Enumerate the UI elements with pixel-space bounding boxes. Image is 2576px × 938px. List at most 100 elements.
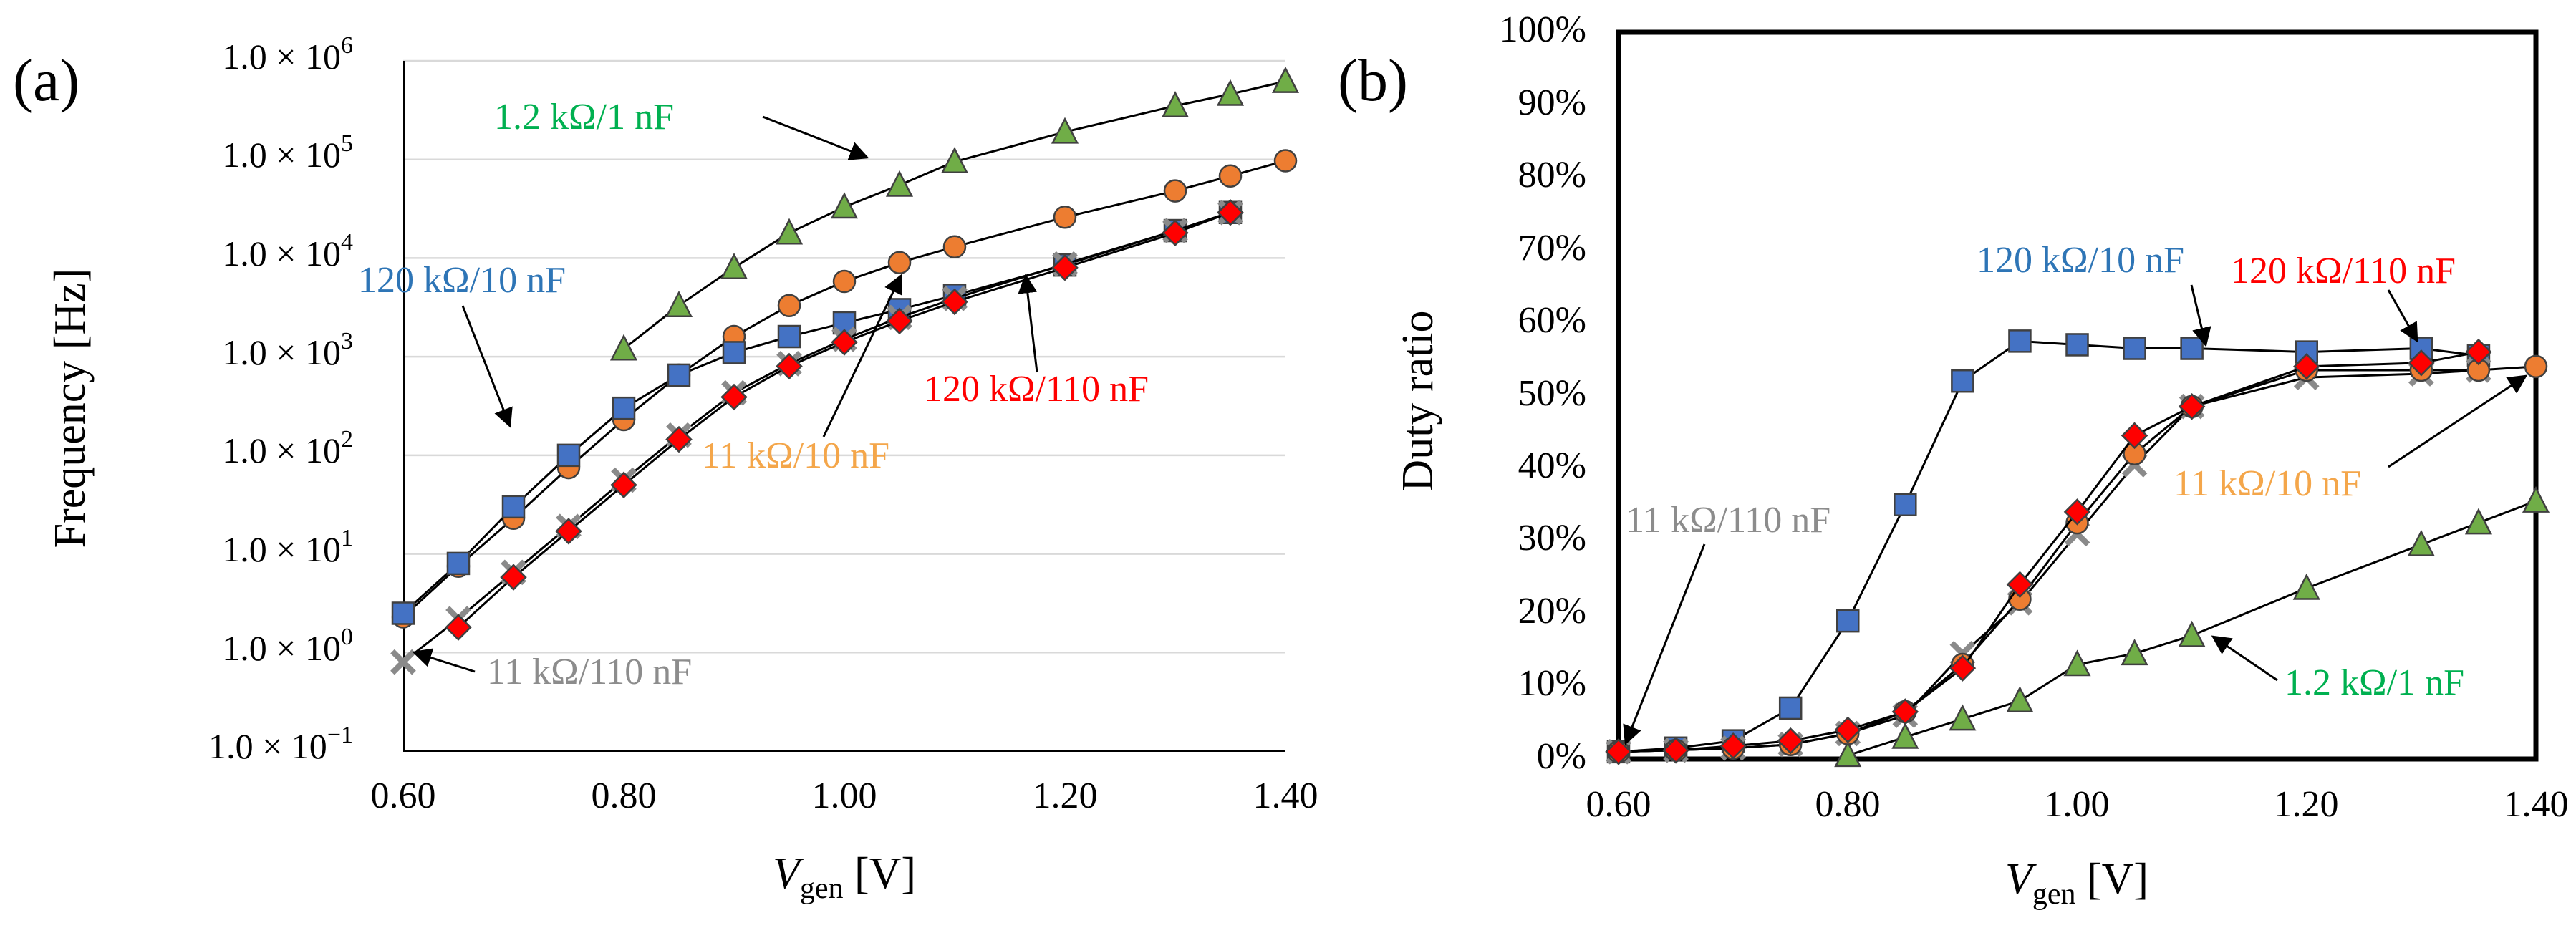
data-point xyxy=(1163,179,1187,203)
data-point xyxy=(2295,340,2318,364)
data-point xyxy=(2178,620,2206,647)
data-point xyxy=(2465,338,2492,366)
data-point xyxy=(1834,716,1862,744)
a-y-tick-label: 1.0 × 106 xyxy=(222,32,353,77)
data-point xyxy=(722,341,746,364)
b-y-tick-label: 80% xyxy=(1518,155,1586,195)
a-annotation-11k-10n: 11 kΩ/10 nF xyxy=(702,435,889,476)
data-point xyxy=(612,396,636,420)
a-y-axis-title: Frequency [Hz] xyxy=(46,269,95,548)
data-point xyxy=(501,495,526,519)
b-annotations: 120 kΩ/10 nF 120 kΩ/110 nF 11 kΩ/10 nF 1… xyxy=(1623,240,2528,745)
a-x-tick-label: 1.20 xyxy=(1033,775,1098,816)
data-point xyxy=(2180,337,2204,360)
b-x-tick-label: 0.80 xyxy=(1815,784,1881,825)
data-point xyxy=(1777,727,1804,755)
a-x-tick-label: 0.60 xyxy=(371,775,436,816)
data-point xyxy=(941,288,968,316)
data-point xyxy=(2123,337,2146,360)
a-y-tick-label: 1.0 × 103 xyxy=(222,328,353,372)
data-point xyxy=(720,253,748,280)
b-x-axis-title: Vgen [V] xyxy=(2005,855,2148,911)
data-point xyxy=(1778,696,1803,720)
series-120-k-110-nf xyxy=(445,198,1244,641)
b-annotation-arrow xyxy=(1623,543,1706,745)
data-point xyxy=(2121,639,2148,666)
a-y-tick-label: 1.0 × 100 xyxy=(222,624,353,668)
data-point xyxy=(665,291,693,317)
data-point xyxy=(1662,737,1689,764)
data-point xyxy=(1836,609,1860,633)
data-point xyxy=(720,383,748,411)
data-point xyxy=(1719,732,1747,760)
b-plot-area xyxy=(1616,29,2539,762)
data-point xyxy=(609,334,638,361)
data-point xyxy=(1218,164,1243,188)
b-y-tick-labels: 0% 10% 20% 30% 40% 50% 60% 70% 80% 90% 1… xyxy=(1500,9,1586,777)
data-point xyxy=(942,235,967,258)
a-y-tick-label: 1.0 × 10−1 xyxy=(208,722,353,766)
data-point xyxy=(885,170,914,197)
a-annotation-arrow xyxy=(822,274,902,437)
a-y-tick-label: 1.0 × 104 xyxy=(222,229,353,274)
data-point xyxy=(1273,149,1298,173)
a-x-tick-labels: 0.60 0.80 1.00 1.20 1.40 xyxy=(371,775,1318,816)
a-x-tick-label: 0.80 xyxy=(592,775,657,816)
data-point xyxy=(2522,485,2550,513)
data-point xyxy=(1053,206,1077,229)
data-point xyxy=(2008,329,2032,353)
data-point xyxy=(667,363,691,387)
data-point xyxy=(2178,392,2206,420)
b-y-tick-label: 90% xyxy=(1518,82,1586,123)
data-point xyxy=(1051,117,1079,144)
data-point xyxy=(1834,740,1862,768)
data-point xyxy=(446,551,471,576)
data-point xyxy=(1949,704,1977,731)
data-point xyxy=(556,443,581,468)
b-y-tick-label: 40% xyxy=(1518,445,1586,486)
b-x-tick-label: 0.60 xyxy=(1586,784,1651,825)
b-y-tick-label: 10% xyxy=(1518,663,1586,704)
data-point xyxy=(391,601,415,625)
b-annotation-1.2k-1n: 1.2 kΩ/1 nF xyxy=(2285,662,2464,703)
a-x-tick-label: 1.00 xyxy=(812,775,877,816)
data-point xyxy=(2464,508,2492,535)
data-point xyxy=(1891,722,1919,749)
a-annotation-120k-110n: 120 kΩ/110 nF xyxy=(924,369,1149,410)
data-point xyxy=(2006,686,2034,713)
panel-label-b: (b) xyxy=(1338,47,1408,114)
series-1.2-k-1-nf xyxy=(609,66,1300,361)
data-point xyxy=(610,471,637,499)
series-line xyxy=(402,160,1286,618)
a-annotation-arrow xyxy=(461,305,513,428)
series-11-k-10-nf xyxy=(391,149,1298,629)
b-y-axis-title: Duty ratio xyxy=(1394,310,1442,491)
b-y-tick-label: 20% xyxy=(1518,591,1586,632)
a-x-tick-label: 1.40 xyxy=(1253,775,1318,816)
data-point xyxy=(2407,529,2435,556)
data-point xyxy=(1891,698,1919,725)
b-annotation-11k-110n: 11 kΩ/110 nF xyxy=(1626,500,1830,541)
data-point-stroke xyxy=(390,649,416,675)
panel-b: (b) 0% 10% 20% 30% 40% 50% 60% 70% 80% 9… xyxy=(1338,9,2569,911)
a-plot-area xyxy=(403,61,405,752)
data-point xyxy=(2063,649,2091,677)
b-x-tick-labels: 0.60 0.80 1.00 1.20 1.40 xyxy=(1586,784,2569,825)
b-annotation-arrow xyxy=(2190,284,2211,347)
b-x-tick-label: 1.20 xyxy=(2274,784,2339,825)
a-annotation-11k-110n: 11 kΩ/110 nF xyxy=(487,652,692,692)
b-y-tick-label: 100% xyxy=(1500,9,1586,50)
data-point xyxy=(1051,254,1079,281)
data-point xyxy=(2292,573,2320,600)
data-point xyxy=(1216,79,1245,106)
data-point xyxy=(832,269,857,294)
b-annotation-120k-10n: 120 kΩ/10 nF xyxy=(1977,240,2184,281)
a-y-tick-labels: 1.0 × 10−1 1.0 × 100 1.0 × 101 1.0 × 102… xyxy=(208,32,353,766)
b-annotation-120k-110n: 120 kΩ/110 nF xyxy=(2231,251,2456,291)
data-point xyxy=(1162,219,1189,247)
data-point xyxy=(775,218,804,245)
data-point xyxy=(1605,738,1632,765)
data-point xyxy=(2121,422,2148,450)
a-x-axis-title: Vgen [V] xyxy=(773,849,916,905)
